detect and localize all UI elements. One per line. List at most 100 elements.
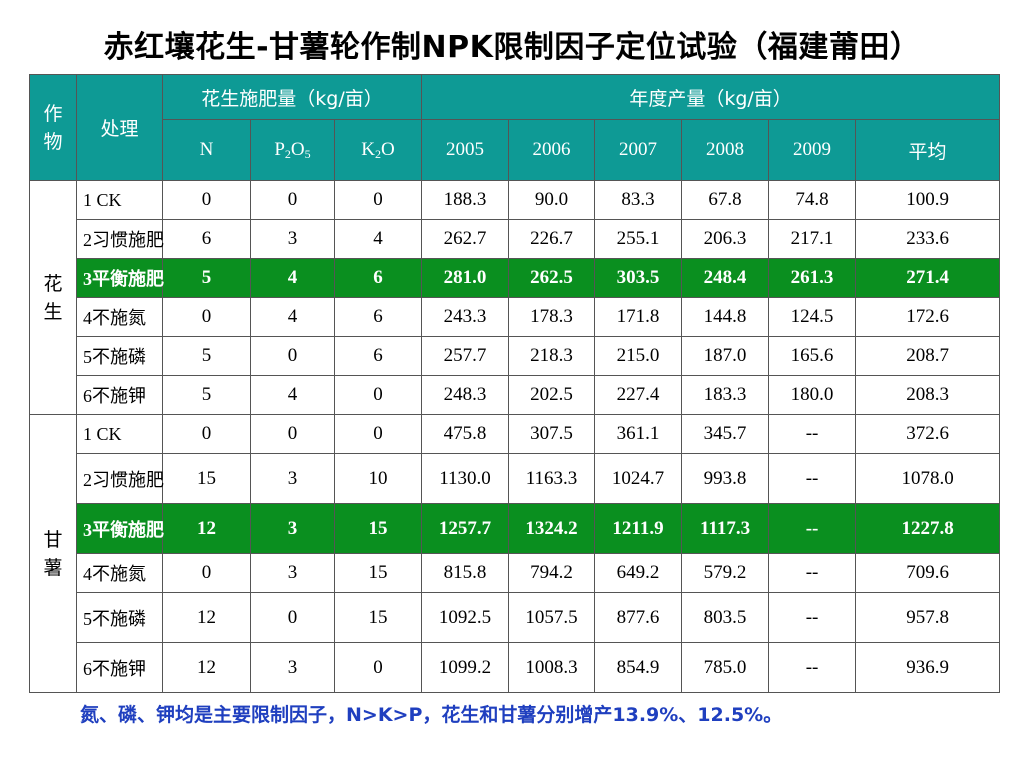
value-cell: 227.4 bbox=[594, 375, 683, 415]
value-cell: -- bbox=[768, 592, 857, 643]
value-cell: 372.6 bbox=[855, 414, 1001, 454]
value-cell: 0 bbox=[250, 180, 335, 220]
header-year: 2009 bbox=[768, 119, 857, 181]
value-cell: 0 bbox=[162, 297, 251, 337]
value-cell: 74.8 bbox=[768, 180, 857, 220]
value-cell: 281.0 bbox=[421, 258, 510, 298]
value-cell: 785.0 bbox=[681, 642, 770, 693]
treatment-cell: 3平衡施肥 bbox=[76, 503, 164, 554]
value-cell: 0 bbox=[162, 414, 251, 454]
header-average: 平均 bbox=[855, 119, 1001, 181]
table-row: 5不施磷 5 0 6 257.7 218.3 215.0 187.0 165.6 208.7 bbox=[30, 336, 1001, 376]
header-p2o5: P2O5 bbox=[250, 119, 335, 181]
crop-label: 甘薯 bbox=[29, 414, 77, 693]
treatment-cell: 5不施磷 bbox=[76, 592, 163, 643]
treatment-cell: 6不施钾 bbox=[76, 375, 163, 415]
treatment-cell: 6不施钾 bbox=[76, 642, 163, 693]
value-cell: 4 bbox=[250, 375, 335, 415]
value-cell: 4 bbox=[250, 258, 335, 298]
value-cell: 271.4 bbox=[855, 258, 1001, 298]
value-cell: 124.5 bbox=[768, 297, 857, 337]
value-cell: 5 bbox=[162, 336, 251, 376]
value-cell: 226.7 bbox=[508, 219, 596, 259]
value-cell: 303.5 bbox=[594, 258, 683, 298]
value-cell: 255.1 bbox=[594, 219, 683, 259]
table-row: 甘薯 1 CK 0 0 0 475.8 307.5 361.1 345.7 -- 372.6 bbox=[29, 414, 1001, 693]
value-cell: 794.2 bbox=[508, 553, 596, 593]
value-cell: 579.2 bbox=[681, 553, 770, 593]
value-cell: 815.8 bbox=[421, 553, 510, 593]
value-cell: 361.1 bbox=[594, 414, 683, 454]
header-year: 2008 bbox=[681, 119, 770, 181]
value-cell: 83.3 bbox=[594, 180, 683, 220]
value-cell: 12 bbox=[162, 503, 251, 554]
value-cell: 3 bbox=[250, 219, 335, 259]
value-cell: 877.6 bbox=[594, 592, 683, 643]
value-cell: -- bbox=[768, 414, 857, 454]
value-cell: 90.0 bbox=[508, 180, 596, 220]
value-cell: 3 bbox=[250, 453, 335, 504]
value-cell: 854.9 bbox=[594, 642, 683, 693]
value-cell: 6 bbox=[333, 297, 423, 337]
value-cell: 261.3 bbox=[768, 258, 857, 298]
value-cell: 12 bbox=[162, 642, 251, 693]
table-row: 3平衡施肥 12 3 15 1257.7 1324.2 1211.9 1117.3 -- 1227… bbox=[30, 503, 1001, 554]
value-cell: 649.2 bbox=[594, 553, 683, 593]
value-cell: 262.7 bbox=[421, 219, 510, 259]
value-cell: 0 bbox=[333, 375, 423, 415]
value-cell: 1227.8 bbox=[855, 503, 1001, 554]
table-row: 3平衡施肥 5 4 6 281.0 262.5 303.5 248.4 261.3 271.4 bbox=[30, 258, 1001, 298]
table-row: 6不施钾 12 3 0 1099.2 1008.3 854.9 785.0 -- 936.9 bbox=[30, 642, 1001, 693]
value-cell: 217.1 bbox=[768, 219, 857, 259]
value-cell: 12 bbox=[162, 592, 251, 643]
table-row: 6不施钾 5 4 0 248.3 202.5 227.4 183.3 180.0 208.3 bbox=[30, 375, 1001, 415]
value-cell: 1078.0 bbox=[855, 453, 1001, 504]
page-title: 赤红壤花生-甘薯轮作制NPK限制因子定位试验（福建莆田） bbox=[103, 30, 921, 65]
treatment-cell: 2习惯施肥 bbox=[76, 219, 164, 259]
value-cell: 5 bbox=[162, 258, 251, 298]
conclusion-caption: 氮、磷、钾均是主要限制因子，N>K>P，花生和甘薯分别增产13.9%、12.5%… bbox=[80, 704, 783, 726]
value-cell: 993.8 bbox=[681, 453, 770, 504]
table-row: 5不施磷 12 0 15 1092.5 1057.5 877.6 803.5 -- 957.8 bbox=[30, 592, 1001, 643]
value-cell: 0 bbox=[333, 414, 423, 454]
header-crop-label: 作物 bbox=[43, 102, 63, 153]
value-cell: 202.5 bbox=[508, 375, 596, 415]
value-cell: 0 bbox=[333, 642, 423, 693]
treatment-cell: 5不施磷 bbox=[76, 336, 163, 376]
value-cell: 183.3 bbox=[681, 375, 770, 415]
table-row: 花生 1 CK 0 0 0 188.3 90.0 83.3 67.8 74.8 100.9 bbox=[29, 180, 1001, 415]
value-cell: 15 bbox=[333, 553, 423, 593]
value-cell: 936.9 bbox=[855, 642, 1001, 693]
value-cell: 144.8 bbox=[681, 297, 770, 337]
value-cell: 257.7 bbox=[421, 336, 510, 376]
table-row: 2习惯施肥 15 3 10 1130.0 1163.3 1024.7 993.8 -- 1078.… bbox=[30, 453, 1001, 504]
header-k2o: K2O bbox=[333, 119, 423, 181]
value-cell: 4 bbox=[333, 219, 423, 259]
value-cell: 1057.5 bbox=[508, 592, 596, 643]
crop-label: 花生 bbox=[29, 180, 77, 415]
value-cell: 6 bbox=[333, 336, 423, 376]
value-cell: 262.5 bbox=[508, 258, 596, 298]
value-cell: 10 bbox=[333, 453, 423, 504]
treatment-cell: 2习惯施肥 bbox=[76, 453, 164, 504]
header-year: 2006 bbox=[508, 119, 596, 181]
table-row: 4不施氮 0 4 6 243.3 178.3 171.8 144.8 124.5 172.6 bbox=[30, 297, 1001, 337]
value-cell: 15 bbox=[333, 592, 423, 643]
value-cell: 1130.0 bbox=[421, 453, 510, 504]
value-cell: 1324.2 bbox=[508, 503, 596, 554]
value-cell: -- bbox=[768, 503, 857, 554]
value-cell: 3 bbox=[250, 503, 335, 554]
header-n: N bbox=[162, 119, 251, 181]
value-cell: 803.5 bbox=[681, 592, 770, 643]
value-cell: 208.3 bbox=[855, 375, 1001, 415]
value-cell: 15 bbox=[162, 453, 251, 504]
value-cell: -- bbox=[768, 553, 857, 593]
header-treatment: 处理 bbox=[76, 74, 163, 181]
value-cell: 208.7 bbox=[855, 336, 1001, 376]
treatment-cell: 4不施氮 bbox=[76, 297, 163, 337]
header-year: 2007 bbox=[594, 119, 683, 181]
value-cell: 4 bbox=[250, 297, 335, 337]
value-cell: 0 bbox=[250, 414, 335, 454]
value-cell: 0 bbox=[250, 336, 335, 376]
value-cell: -- bbox=[768, 453, 857, 504]
